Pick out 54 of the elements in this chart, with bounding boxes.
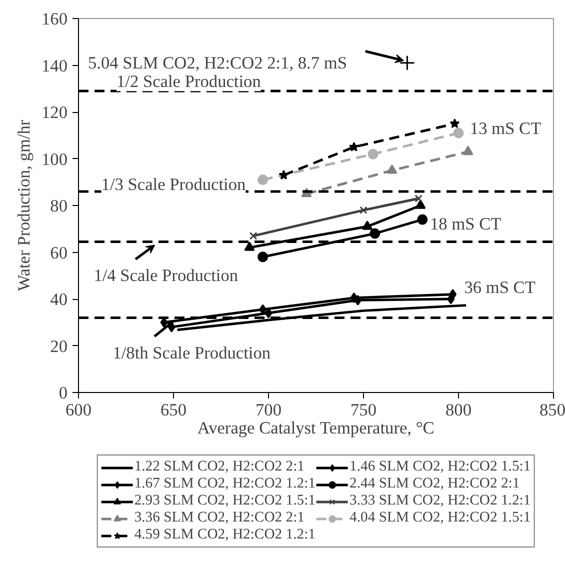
ref-line-label: 1/2 Scale Production xyxy=(116,72,262,92)
point xyxy=(348,142,360,152)
y-tick-label: 160 xyxy=(42,10,68,28)
point xyxy=(360,206,368,214)
legend-label: 2.93 SLM CO2, H2:CO2 1.5:1 xyxy=(134,492,316,510)
legend-label: 1.67 SLM CO2, H2:CO2 1.2:1 xyxy=(134,476,316,492)
legend-label: 1.22 SLM CO2, H2:CO2 2:1 xyxy=(134,458,305,476)
x-tick-label: 600 xyxy=(66,400,92,420)
y-tick-label: 0 xyxy=(58,384,68,402)
legend-label: 3.33 SLM CO2, H2:CO2 1.2:1 xyxy=(350,492,531,510)
ref-line-label: 1/4 Scale Production xyxy=(94,266,238,286)
y-tick-label: 40 xyxy=(50,290,68,309)
point xyxy=(362,220,373,230)
y-tick-label: 140 xyxy=(42,56,68,76)
x-tick-label: 750 xyxy=(350,400,377,420)
point xyxy=(386,164,398,174)
point xyxy=(414,194,423,202)
point xyxy=(244,242,255,251)
y-tick-label: 20 xyxy=(50,336,68,356)
point xyxy=(450,118,460,128)
legend-label: 2.44 SLM CO2, H2:CO2 2:1 xyxy=(350,476,520,492)
point xyxy=(462,146,474,156)
annotation: 5.04 SLM CO2, H2:CO2 2:1, 8.7 mS xyxy=(88,53,347,72)
legend-label: 3.36 SLM CO2, H2:CO2 2:1 xyxy=(134,510,305,526)
point xyxy=(453,128,464,138)
point xyxy=(249,232,258,240)
y-axis-title: Water Production, gm/hr xyxy=(14,120,34,292)
legend-label: 1.46 SLM CO2, H2:CO2 1.5:1 xyxy=(350,458,531,476)
legend-label: 4.04 SLM CO2, H2:CO2 1.5:1 xyxy=(350,510,531,526)
point xyxy=(417,214,428,225)
y-tick-label: 120 xyxy=(42,103,68,122)
x-tick-label: 700 xyxy=(256,400,282,420)
point xyxy=(399,55,415,71)
point xyxy=(350,292,358,304)
point xyxy=(370,228,380,239)
x-tick-label: 650 xyxy=(160,400,187,420)
ref-line-label: 1/3 Scale Production xyxy=(101,174,246,194)
y-tick-label: 80 xyxy=(50,196,68,216)
ref-line-label: 1/8th Scale Production xyxy=(112,343,271,362)
point xyxy=(278,170,289,180)
annotation: 18 mS CT xyxy=(430,214,502,234)
y-tick-label: 100 xyxy=(42,150,68,169)
annotation: 13 mS CT xyxy=(470,118,542,138)
x-axis-title: Average Catalyst Temperature, °C xyxy=(197,418,434,438)
point xyxy=(415,200,426,209)
legend-label: 4.59 SLM CO2, H2:CO2 1.2:1 xyxy=(134,526,316,544)
y-tick-label: 60 xyxy=(50,243,68,262)
point xyxy=(449,289,457,300)
point xyxy=(368,148,378,160)
x-tick-label: 800 xyxy=(446,400,472,420)
point xyxy=(258,174,268,186)
point xyxy=(258,252,268,262)
x-tick-label: 850 xyxy=(540,400,565,420)
annotation: 36 mS CT xyxy=(464,278,536,297)
